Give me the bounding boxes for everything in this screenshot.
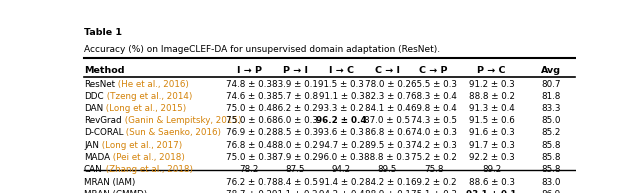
Text: 83.3: 83.3 [541, 104, 561, 113]
Text: CAN: CAN [84, 165, 102, 174]
Text: 91.7 ± 0.3: 91.7 ± 0.3 [468, 141, 515, 150]
Text: 89.2: 89.2 [482, 165, 501, 174]
Text: 93.3 ± 0.2: 93.3 ± 0.2 [319, 104, 364, 113]
Text: P → C: P → C [477, 66, 506, 75]
Text: 88.8 ± 0.2: 88.8 ± 0.2 [468, 92, 515, 101]
Text: 94.2: 94.2 [332, 165, 351, 174]
Text: 83.0: 83.0 [541, 178, 561, 187]
Text: 69.2 ± 0.2: 69.2 ± 0.2 [411, 178, 456, 187]
Text: 84.2 ± 0.1: 84.2 ± 0.1 [365, 178, 410, 187]
Text: 91.5 ± 0.3: 91.5 ± 0.3 [319, 80, 364, 89]
Text: 84.1 ± 0.4: 84.1 ± 0.4 [365, 104, 410, 113]
Text: 93.6 ± 0.3: 93.6 ± 0.3 [319, 128, 364, 137]
Text: P → I: P → I [283, 66, 308, 75]
Text: 87.9 ± 0.2: 87.9 ± 0.2 [273, 153, 318, 162]
Text: 88.8 ± 0.3: 88.8 ± 0.3 [364, 153, 411, 162]
Text: 88.6 ± 0.3: 88.6 ± 0.3 [468, 178, 515, 187]
Text: 91.1 ± 0.3: 91.1 ± 0.3 [319, 92, 364, 101]
Text: 89.5 ± 0.3: 89.5 ± 0.3 [365, 141, 410, 150]
Text: 78.7 ± 0.2: 78.7 ± 0.2 [226, 190, 272, 193]
Text: ResNet: ResNet [84, 80, 115, 89]
Text: 68.3 ± 0.4: 68.3 ± 0.4 [411, 92, 456, 101]
Text: DAN: DAN [84, 104, 103, 113]
Text: 76.9 ± 0.2: 76.9 ± 0.2 [227, 128, 272, 137]
Text: 85.0: 85.0 [541, 116, 561, 125]
Text: 75.0 ± 0.4: 75.0 ± 0.4 [226, 104, 272, 113]
Text: 75.8: 75.8 [424, 165, 444, 174]
Text: 74.2 ± 0.3: 74.2 ± 0.3 [411, 141, 456, 150]
Text: 86.0 ± 0.3: 86.0 ± 0.3 [272, 116, 318, 125]
Text: 78.2: 78.2 [239, 165, 259, 174]
Text: 75.2 ± 0.2: 75.2 ± 0.2 [411, 153, 456, 162]
Text: 94.7 ± 0.2: 94.7 ± 0.2 [319, 141, 364, 150]
Text: I → C: I → C [329, 66, 354, 75]
Text: JAN: JAN [84, 141, 99, 150]
Text: RevGrad: RevGrad [84, 116, 122, 125]
Text: 86.9: 86.9 [541, 190, 561, 193]
Text: D-CORAL: D-CORAL [84, 128, 124, 137]
Text: 80.7: 80.7 [541, 80, 561, 89]
Text: 88.4 ± 0.5: 88.4 ± 0.5 [272, 178, 318, 187]
Text: (Long et al., 2017): (Long et al., 2017) [99, 141, 182, 150]
Text: (Sun & Saenko, 2016): (Sun & Saenko, 2016) [124, 128, 221, 137]
Text: 88.5 ± 0.3: 88.5 ± 0.3 [272, 128, 318, 137]
Text: I → P: I → P [237, 66, 262, 75]
Text: 91.5 ± 0.6: 91.5 ± 0.6 [469, 116, 515, 125]
Text: MRAN (CMMD): MRAN (CMMD) [84, 190, 147, 193]
Text: 75.1 ± 0.3: 75.1 ± 0.3 [411, 190, 457, 193]
Text: 85.2: 85.2 [541, 128, 561, 137]
Text: 91.2 ± 0.3: 91.2 ± 0.3 [469, 80, 515, 89]
Text: MRAN (IAM): MRAN (IAM) [84, 178, 135, 187]
Text: 88.0 ± 0.2: 88.0 ± 0.2 [272, 141, 318, 150]
Text: (Zhang et al., 2018): (Zhang et al., 2018) [102, 165, 193, 174]
Text: 88.9 ± 0.1: 88.9 ± 0.1 [365, 190, 410, 193]
Text: Method: Method [84, 66, 124, 75]
Text: 74.6 ± 0.3: 74.6 ± 0.3 [226, 92, 272, 101]
Text: (Ganin & Lempitsky, 2015): (Ganin & Lempitsky, 2015) [122, 116, 241, 125]
Text: 75.0 ± 0.6: 75.0 ± 0.6 [226, 116, 272, 125]
Text: MADA: MADA [84, 153, 110, 162]
Text: 86.2 ± 0.2: 86.2 ± 0.2 [273, 104, 318, 113]
Text: Table 1: Table 1 [84, 28, 122, 37]
Text: C → I: C → I [375, 66, 400, 75]
Text: 76.2 ± 0.7: 76.2 ± 0.7 [226, 178, 272, 187]
Text: 85.8: 85.8 [541, 141, 561, 150]
Text: 96.0 ± 0.3: 96.0 ± 0.3 [319, 153, 364, 162]
Text: 85.7 ± 0.8: 85.7 ± 0.8 [272, 92, 318, 101]
Text: 89.5: 89.5 [378, 165, 397, 174]
Text: 87.0 ± 0.5: 87.0 ± 0.5 [364, 116, 411, 125]
Text: DDC: DDC [84, 92, 104, 101]
Text: (Long et al., 2015): (Long et al., 2015) [103, 104, 186, 113]
Text: 86.8 ± 0.6: 86.8 ± 0.6 [365, 128, 410, 137]
Text: 81.8: 81.8 [541, 92, 561, 101]
Text: 78.0 ± 0.2: 78.0 ± 0.2 [365, 80, 410, 89]
Text: Avg: Avg [541, 66, 561, 75]
Text: 87.5: 87.5 [285, 165, 305, 174]
Text: Accuracy (%) on ImageCLEF-DA for unsupervised domain adaptation (ResNet).: Accuracy (%) on ImageCLEF-DA for unsuper… [84, 45, 440, 54]
Text: 91.3 ± 0.4: 91.3 ± 0.4 [469, 104, 515, 113]
Text: 93.1 ± 0.1: 93.1 ± 0.1 [467, 190, 517, 193]
Text: 91.6 ± 0.3: 91.6 ± 0.3 [469, 128, 515, 137]
Text: 92.2 ± 0.3: 92.2 ± 0.3 [469, 153, 515, 162]
Text: 65.5 ± 0.3: 65.5 ± 0.3 [411, 80, 457, 89]
Text: 94.2 ± 0.4: 94.2 ± 0.4 [319, 190, 364, 193]
Text: 91.1 ± 0.2: 91.1 ± 0.2 [273, 190, 318, 193]
Text: 75.0 ± 0.3: 75.0 ± 0.3 [226, 153, 272, 162]
Text: 69.8 ± 0.4: 69.8 ± 0.4 [411, 104, 456, 113]
Text: 85.8: 85.8 [541, 165, 561, 174]
Text: (Tzeng et al., 2014): (Tzeng et al., 2014) [104, 92, 192, 101]
Text: 85.8: 85.8 [541, 153, 561, 162]
Text: 91.4 ± 0.2: 91.4 ± 0.2 [319, 178, 364, 187]
Text: C → P: C → P [419, 66, 448, 75]
Text: 74.0 ± 0.3: 74.0 ± 0.3 [411, 128, 457, 137]
Text: 74.8 ± 0.3: 74.8 ± 0.3 [226, 80, 272, 89]
Text: (He et al., 2016): (He et al., 2016) [115, 80, 189, 89]
Text: 83.9 ± 0.1: 83.9 ± 0.1 [273, 80, 318, 89]
Text: (Pei et al., 2018): (Pei et al., 2018) [110, 153, 185, 162]
Text: 74.3 ± 0.5: 74.3 ± 0.5 [411, 116, 457, 125]
Text: 82.3 ± 0.7: 82.3 ± 0.7 [365, 92, 410, 101]
Text: 76.8 ± 0.4: 76.8 ± 0.4 [226, 141, 272, 150]
Text: 96.2 ± 0.4: 96.2 ± 0.4 [316, 116, 367, 125]
